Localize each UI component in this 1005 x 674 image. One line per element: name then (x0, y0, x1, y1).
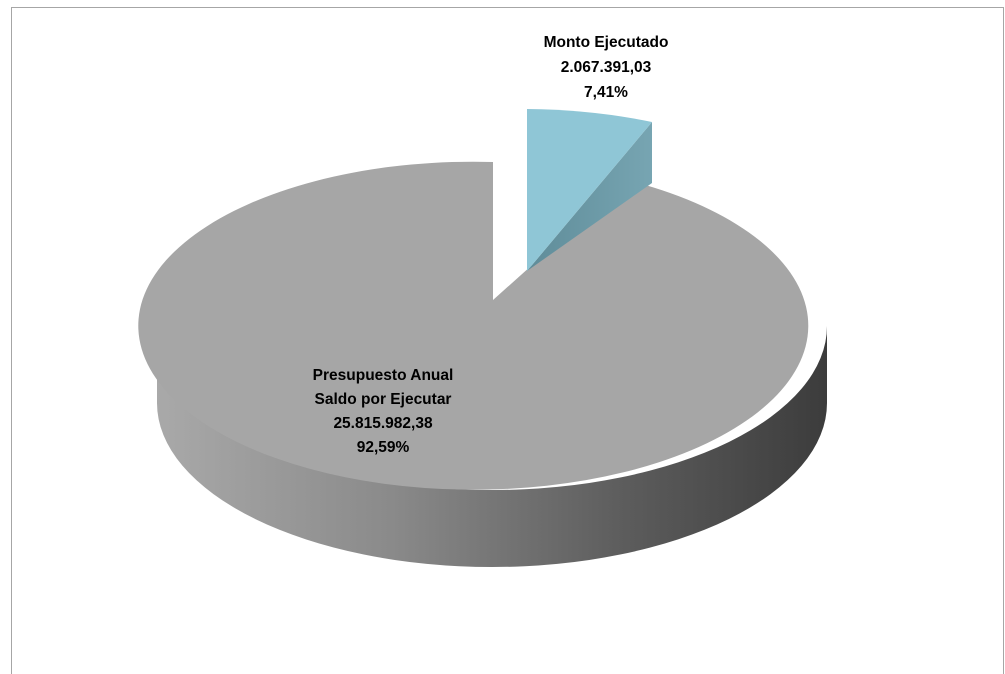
slice-side-presupuesto (157, 326, 827, 567)
label-presupuesto-percent: 92,59% (357, 439, 410, 456)
label-monto-name: Monto Ejecutado (544, 34, 669, 51)
label-monto-percent: 7,41% (584, 84, 628, 101)
label-presupuesto-value: 25.815.982,38 (333, 415, 433, 432)
slice-presupuesto (138, 161, 809, 490)
slice-monto (527, 109, 652, 271)
label-monto: Monto Ejecutado 2.067.391,03 7,41% (544, 34, 669, 101)
label-presupuesto-name-line1: Presupuesto Anual (313, 367, 454, 384)
label-presupuesto-name-line2: Saldo por Ejecutar (315, 391, 452, 408)
label-monto-value: 2.067.391,03 (561, 59, 652, 76)
label-presupuesto: Presupuesto Anual Saldo por Ejecutar 25.… (313, 367, 454, 456)
